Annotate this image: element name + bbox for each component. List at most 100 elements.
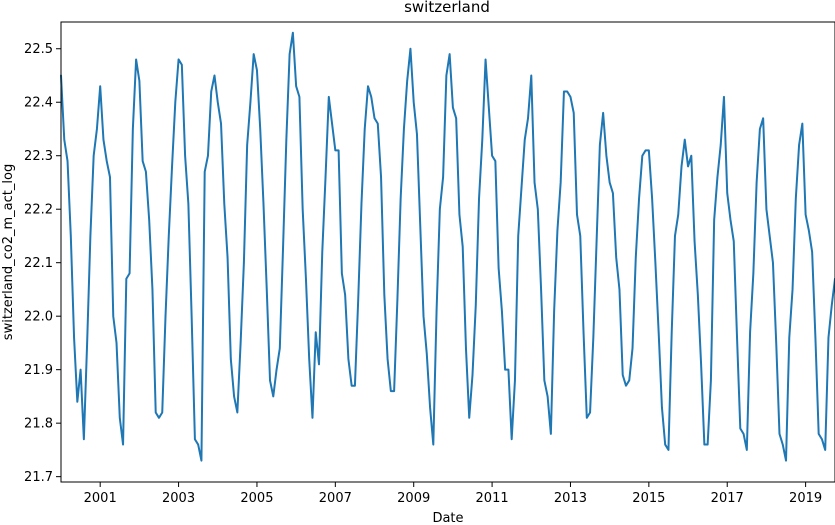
data-point [429,406,431,408]
data-point [66,160,69,162]
data-point [788,336,790,339]
data-point [556,230,559,232]
data-point [805,213,807,216]
data-point [661,406,663,408]
data-point [422,315,425,317]
data-point [73,336,75,339]
data-point [445,74,447,77]
data-point [507,369,510,371]
data-point [560,181,562,184]
data-point [638,197,640,200]
data-point [504,369,506,371]
data-point [654,262,656,264]
data-point [63,139,65,141]
data-point [651,197,653,200]
x-tick-label: 2015 [632,491,665,506]
data-point [576,213,578,216]
data-point [409,48,412,50]
data-point [295,85,297,87]
data-point [520,187,523,189]
data-point [383,294,385,296]
data-point [142,160,144,162]
data-point [370,96,372,98]
data-point [138,80,140,82]
data-point [687,165,689,168]
data-point [328,96,330,98]
data-point [592,336,594,339]
data-point [341,272,343,274]
chart-title: switzerland [404,0,490,16]
x-axis-label: Date [432,511,463,525]
data-point [302,208,304,210]
data-point [550,433,552,435]
x-tick-label: 2005 [240,491,273,506]
data-point [226,256,229,258]
data-point [769,235,771,237]
data-point [364,128,366,130]
data-point [76,401,78,403]
data-point [618,288,621,291]
data-point [488,106,490,109]
data-point [458,213,461,216]
x-tick-label: 2013 [554,491,587,506]
data-point [200,460,203,462]
data-point [256,69,258,71]
data-point [262,203,265,205]
data-point [599,144,601,146]
data-point [311,417,314,419]
data-point [615,256,617,258]
data-point [791,288,794,291]
data-point [684,139,686,141]
x-tick-label: 2003 [162,491,195,506]
data-point [89,235,91,237]
data-point [230,358,232,360]
data-point [135,58,137,61]
data-point [367,85,369,87]
data-point [403,128,405,130]
data-point [710,379,712,381]
data-point [96,128,98,130]
data-point [481,139,483,141]
plot-frame [60,21,835,483]
data-point [102,139,105,141]
data-point [821,438,823,440]
data-point [605,155,607,157]
x-tick-label: 2001 [84,491,117,506]
data-point [501,310,503,312]
data-point [801,123,803,125]
data-point [305,278,307,280]
data-point [471,374,474,376]
data-point [223,203,225,205]
data-point [778,433,781,435]
data-point [648,149,650,151]
data-point [337,149,340,151]
data-point [798,144,800,146]
data-point [733,240,735,242]
data-point [112,315,114,317]
data-point [279,347,281,349]
data-point [168,235,170,237]
data-point [569,96,572,98]
data-point [511,438,513,440]
data-point [253,53,255,55]
data-point [151,288,154,291]
data-point [602,112,604,114]
y-tick-label: 22.2 [24,203,53,218]
data-point [164,315,167,317]
data-point [249,101,252,103]
data-point [540,288,542,291]
x-tick-label: 2017 [711,491,744,506]
data-point [703,443,705,446]
data-point [671,331,673,333]
data-point [595,240,598,242]
data-point [442,176,444,178]
data-point [181,64,183,66]
data-point [377,123,379,125]
y-tick-label: 22.5 [24,42,53,57]
data-point [547,395,549,398]
data-point [298,96,301,98]
data-point [498,267,500,269]
data-point [537,208,539,210]
